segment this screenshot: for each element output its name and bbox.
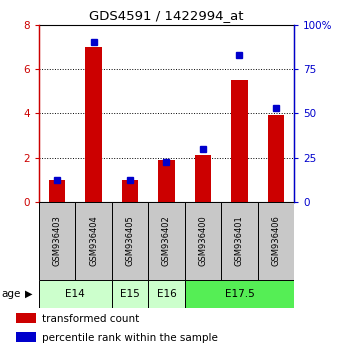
Bar	[39, 202, 75, 280]
Bar	[268, 115, 284, 202]
Bar	[86, 47, 102, 202]
Text: ▶: ▶	[25, 289, 32, 299]
Text: E17.5: E17.5	[224, 289, 254, 299]
Bar	[75, 202, 112, 280]
Title: GDS4591 / 1422994_at: GDS4591 / 1422994_at	[89, 9, 244, 22]
Bar	[39, 280, 112, 308]
Bar	[17, 332, 35, 343]
Text: GSM936406: GSM936406	[271, 215, 280, 266]
Text: E16: E16	[156, 289, 176, 299]
Bar	[112, 202, 148, 280]
Text: GSM936401: GSM936401	[235, 215, 244, 266]
Text: transformed count: transformed count	[42, 314, 139, 324]
Text: E15: E15	[120, 289, 140, 299]
Bar	[185, 280, 294, 308]
Text: GSM936400: GSM936400	[198, 215, 208, 266]
Bar	[221, 202, 258, 280]
Text: E14: E14	[66, 289, 85, 299]
Text: GSM936403: GSM936403	[53, 215, 62, 266]
Text: GSM936405: GSM936405	[125, 215, 135, 266]
Bar	[195, 155, 211, 202]
Bar	[148, 202, 185, 280]
Text: GSM936402: GSM936402	[162, 215, 171, 266]
Bar	[49, 180, 65, 202]
Bar	[122, 180, 138, 202]
Bar	[148, 280, 185, 308]
Text: age: age	[2, 289, 21, 299]
Bar	[17, 313, 35, 323]
Text: GSM936404: GSM936404	[89, 215, 98, 266]
Text: percentile rank within the sample: percentile rank within the sample	[42, 333, 218, 343]
Bar	[158, 160, 175, 202]
Bar	[231, 80, 247, 202]
Bar	[185, 202, 221, 280]
Bar	[258, 202, 294, 280]
Bar	[112, 280, 148, 308]
